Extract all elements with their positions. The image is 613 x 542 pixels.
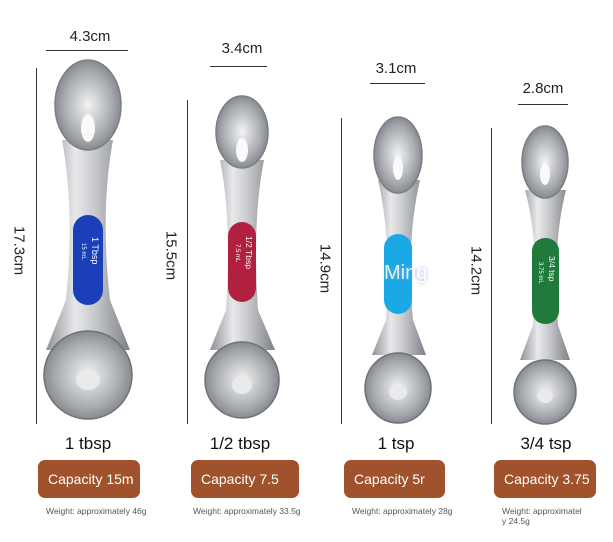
spoon-three-quarter-tsp: 3/4 tsp 3.75 mL <box>513 125 577 425</box>
spoon-3-capacity-badge: Capacity 5r <box>344 460 445 498</box>
spoon-1-height-label: 17.3cm <box>10 225 28 276</box>
spoon-1-width-label: 4.3cm <box>69 28 111 45</box>
spoon-3-height-label: 14.9cm <box>316 243 334 294</box>
spoon-1-handle-sub: 15 mL <box>80 243 86 260</box>
spoon-1-height-line <box>36 68 37 424</box>
spoon-2-width-label: 3.4cm <box>221 40 263 57</box>
spoon-2-height-label: 15.5cm <box>162 230 180 281</box>
spoon-4-handle-text: 3/4 tsp <box>547 256 557 282</box>
spoon-4-weight: Weight: approximatel <box>502 506 582 516</box>
spoon-1-width-line <box>46 50 128 51</box>
spoon-1-size-label: 1 tbsp <box>64 434 112 453</box>
spoon-3-width-label: 3.1cm <box>375 60 417 77</box>
spoon-1-tsp <box>364 116 432 424</box>
spoon-4-height-label: 14.2cm <box>467 245 485 296</box>
spoon-3-height-line <box>341 118 342 424</box>
spoon-3-handle <box>384 234 412 314</box>
spoon-4-handle-sub: 3.75 mL <box>537 262 543 284</box>
spoon-4-capacity-badge: Capacity 3.75 <box>494 460 596 498</box>
watermark: Ming <box>384 262 428 284</box>
spoon-2-handle-sub: 7.5 mL <box>234 244 240 263</box>
spoon-4-width-line <box>518 104 568 105</box>
spoon-2-handle <box>228 222 256 302</box>
spoon-1-handle <box>73 215 103 305</box>
spoon-3-weight: Weight: approximately 28g <box>352 506 453 516</box>
spoon-1-tbsp: 1 Tbsp 15 mL <box>43 59 133 420</box>
spoon-4-width-label: 2.8cm <box>522 80 564 97</box>
spoon-3-width-line <box>370 83 425 84</box>
spoon-1-weight: Weight: approximately 46g <box>46 506 147 516</box>
spoon-3-size-label: 1 tsp <box>377 434 415 453</box>
spoon-1-handle-text: 1 Tbsp <box>90 237 100 264</box>
spoon-2-handle-text: 1/2 Tbsp <box>244 236 254 269</box>
spoon-half-tbsp: 1/2 Tbsp 7.5 mL <box>204 95 280 419</box>
spoon-2-height-line <box>187 100 188 424</box>
spoon-4-size-label: 3/4 tsp <box>520 434 572 453</box>
spoon-2-weight: Weight: approximately 33.5g <box>193 506 301 516</box>
spoon-1-capacity-badge: Capacity 15m <box>38 460 140 498</box>
spoon-4-weight-line2: y 24.5g <box>502 516 530 526</box>
spoon-2-capacity-badge: Capacity 7.5 <box>191 460 299 498</box>
spoon-2-width-line <box>210 66 267 67</box>
spoon-2-size-label: 1/2 tbsp <box>209 434 271 453</box>
spoon-4-handle <box>532 238 559 324</box>
spoon-4-height-line <box>491 128 492 424</box>
